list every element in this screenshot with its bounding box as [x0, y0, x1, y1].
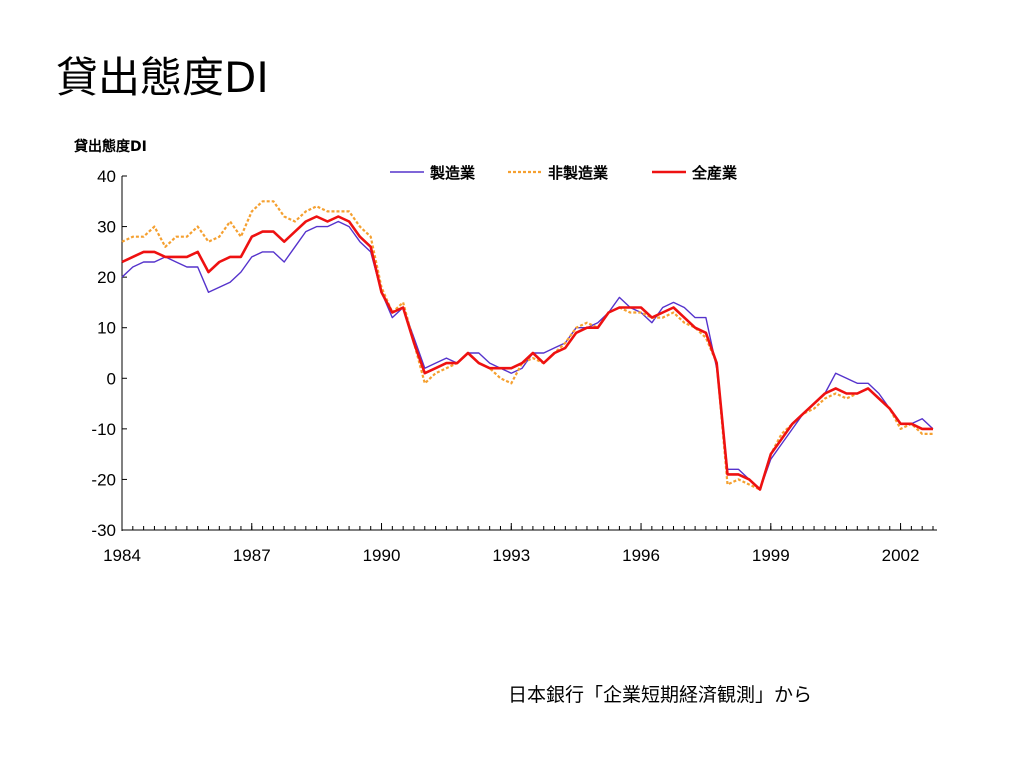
- y-tick-label: 20: [97, 268, 116, 287]
- y-tick-label: -30: [91, 521, 116, 540]
- y-tick-label: -10: [91, 420, 116, 439]
- y-tick-label: 30: [97, 218, 116, 237]
- legend-label-0: 製造業: [429, 164, 476, 182]
- slide-title: 貸出態度DI: [56, 53, 269, 102]
- legend: 製造業 非製造業 全産業: [390, 164, 738, 182]
- series-layer: [121, 200, 934, 491]
- y-tick-label: 40: [97, 167, 116, 186]
- legend-label-2: 全産業: [691, 164, 738, 182]
- x-tick-label: 1999: [752, 546, 790, 565]
- x-tick-label: 2002: [882, 546, 920, 565]
- series-line-0: [121, 220, 934, 491]
- x-tick-label: 1996: [622, 546, 660, 565]
- y-tick-label: -20: [91, 470, 116, 489]
- x-tick-label: 1993: [492, 546, 530, 565]
- x-tick-label: 1984: [103, 546, 141, 565]
- x-tick-label: 1990: [363, 546, 401, 565]
- axes: 40 30 20 10 0 -10 -20 -30 1984 1987 1990 1993 1996 19…: [91, 167, 937, 565]
- x-tick-label: 1987: [233, 546, 271, 565]
- series-line-1: [121, 200, 933, 491]
- y-tick-label: 10: [97, 319, 116, 338]
- series-line-2: [121, 215, 933, 491]
- legend-label-1: 非製造業: [548, 164, 609, 182]
- source-note: 日本銀行「企業短期経済観測」から: [508, 684, 813, 706]
- y-axis-title: 貸出態度DI: [73, 138, 147, 155]
- y-tick-label: 0: [107, 369, 116, 388]
